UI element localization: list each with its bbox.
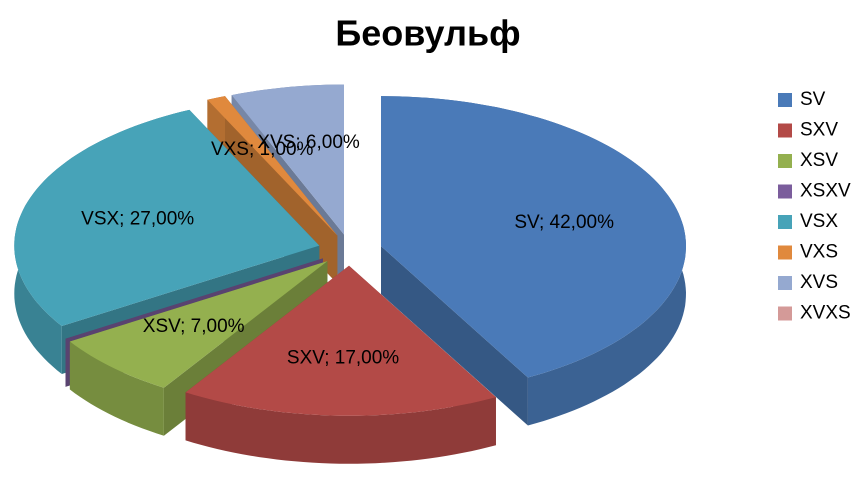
legend-label: VXS [800, 242, 838, 263]
data-label: SV; 42,00% [514, 212, 614, 233]
slice [185, 265, 496, 416]
chart-title: Беовульф [335, 13, 520, 54]
legend-swatch [778, 215, 792, 229]
data-label: SXV; 17,00% [287, 348, 399, 369]
slice [14, 109, 320, 327]
slice [207, 96, 338, 236]
pie-tops [14, 84, 686, 416]
data-label: XSV; 7,00% [143, 316, 245, 337]
legend-swatch [778, 184, 792, 199]
slice [381, 96, 686, 378]
legend-label: VSX [800, 211, 838, 232]
legend-label: XSXV [800, 181, 851, 202]
radial-wall [381, 246, 528, 426]
slice [69, 261, 328, 388]
data-label: XVS; 6,00% [257, 132, 360, 153]
legend-swatch [778, 245, 792, 260]
outer-wall [185, 392, 496, 464]
legend-swatch [778, 154, 792, 168]
data-label: VXS; 1,00% [211, 139, 314, 160]
legend-label: SXV [800, 120, 838, 141]
legend-swatch [778, 93, 792, 107]
outer-wall [69, 341, 164, 436]
slice [231, 84, 344, 235]
legend-label: SV [800, 89, 826, 110]
legend-swatch [778, 123, 792, 138]
legend-label: XVS [800, 272, 838, 293]
legend-swatch [778, 276, 792, 290]
legend-swatch [778, 306, 792, 321]
data-label: VSX; 27,00% [81, 209, 194, 230]
legend-label: XSV [800, 150, 838, 171]
legend-label: XVXS [800, 303, 851, 324]
